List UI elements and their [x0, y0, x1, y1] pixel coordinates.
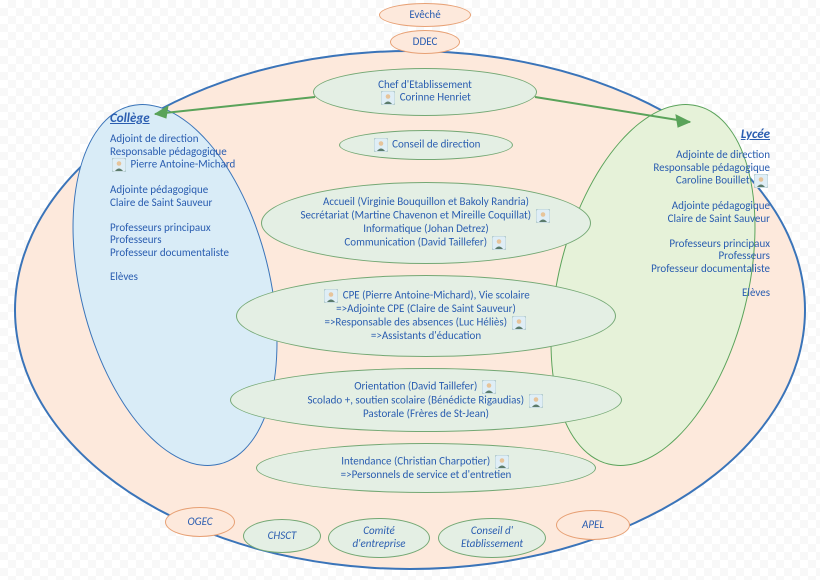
- comite-l2: d'entreprise: [352, 538, 405, 551]
- text-line: Responsable pédagogique: [600, 162, 770, 175]
- conseil-direction-label: Conseil de direction: [372, 138, 481, 152]
- college-title: Collège: [110, 112, 270, 127]
- text-line: Communication (David Taillefer): [300, 236, 551, 250]
- avatar-icon: [492, 236, 506, 250]
- side-paragraph: Professeurs principauxProfesseursProfess…: [110, 222, 270, 260]
- avatar-icon: [495, 455, 509, 469]
- ddec-node: DDEC: [390, 30, 460, 54]
- lycee-block: Lycée Adjointe de directionResponsable p…: [600, 128, 770, 312]
- apel-label: APEL: [582, 519, 604, 532]
- text-line: Caroline Bouillet: [600, 174, 770, 188]
- text-line: Claire de Saint Sauveur: [600, 213, 770, 226]
- chef-line1: Chef d'Etablissement: [378, 79, 472, 92]
- chef-name: Corinne Henriet: [400, 91, 471, 104]
- avatar-icon: [374, 138, 388, 152]
- text-line: Elèves: [600, 287, 770, 300]
- side-paragraph: Adjointe pédagogiqueClaire de Saint Sauv…: [110, 184, 270, 209]
- avatar-icon: [381, 91, 395, 105]
- text-line: Pastorale (Frères de St-Jean): [307, 408, 544, 421]
- center-ellipse: Intendance (Christian Charpotier) =>Pers…: [256, 443, 596, 493]
- avatar-icon: [512, 316, 526, 330]
- chef-node: Chef d'Etablissement Corinne Henriet: [313, 68, 537, 116]
- text-line: Claire de Saint Sauveur: [110, 197, 270, 210]
- chsct-node: CHSCT: [243, 519, 321, 553]
- center-ellipse: CPE (Pierre Antoine-Michard), Vie scolai…: [236, 275, 616, 357]
- side-paragraph: Professeurs principauxProfesseursProfess…: [600, 238, 770, 276]
- eveche-node: Evêché: [379, 3, 471, 27]
- text-line: Pierre Antoine-Michard: [110, 158, 270, 172]
- avatar-icon: [112, 158, 126, 172]
- avatar-icon: [529, 394, 543, 408]
- text-line: Intendance (Christian Charpotier): [341, 455, 512, 469]
- text-line: =>Personnels de service et d'entretien: [341, 469, 512, 482]
- text-line: Informatique (Johan Detrez): [300, 223, 551, 236]
- avatar-icon: [754, 174, 768, 188]
- ddec-label: DDEC: [413, 36, 438, 49]
- text-line: =>Assistants d'éducation: [322, 330, 530, 343]
- text-line: Scolado +, soutien scolaire (Bénédicte R…: [307, 394, 544, 408]
- text-line: Responsable pédagogique: [110, 146, 270, 159]
- text-line: CPE (Pierre Antoine-Michard), Vie scolai…: [322, 289, 530, 303]
- chef-line2: Corinne Henriet: [379, 91, 471, 105]
- avatar-icon: [536, 209, 550, 223]
- center-ellipse: Orientation (David Taillefer) Scolado +,…: [230, 368, 622, 432]
- text-line: Professeur documentaliste: [600, 263, 770, 276]
- center-ellipse: Accueil (Virginie Bouquillon et Bakoly R…: [261, 182, 591, 264]
- text-line: =>Responsable des absences (Luc Héliès): [322, 316, 530, 330]
- eveche-label: Evêché: [409, 9, 440, 22]
- apel-node: APEL: [556, 510, 630, 540]
- conseil-etab-node: Conseil d' Etablissement: [438, 518, 546, 558]
- side-paragraph: Elèves: [600, 287, 770, 300]
- ogec-node: OGEC: [165, 507, 235, 537]
- text-line: Professeur documentaliste: [110, 247, 270, 260]
- comite-node: Comité d'entreprise: [328, 518, 430, 558]
- side-paragraph: Adjoint de directionResponsable pédagogi…: [110, 133, 270, 172]
- side-paragraph: Adjointe pédagogiqueClaire de Saint Sauv…: [600, 200, 770, 225]
- side-paragraph: Adjointe de directionResponsable pédagog…: [600, 149, 770, 188]
- text-line: Elèves: [110, 271, 270, 284]
- text-line: Orientation (David Taillefer): [307, 380, 544, 394]
- side-paragraph: Elèves: [110, 271, 270, 284]
- avatar-icon: [482, 380, 496, 394]
- conseil-direction-node: Conseil de direction: [339, 130, 513, 160]
- lycee-title: Lycée: [600, 128, 770, 143]
- avatar-icon: [324, 289, 338, 303]
- ogec-label: OGEC: [187, 516, 212, 529]
- text-line: Secrétariat (Martine Chavenon et Mireill…: [300, 209, 551, 223]
- conseil-etab-l2: Etablissement: [461, 538, 523, 551]
- college-block: Collège Adjoint de directionResponsable …: [110, 112, 270, 296]
- chsct-label: CHSCT: [268, 530, 297, 543]
- text-line: Accueil (Virginie Bouquillon et Bakoly R…: [300, 196, 551, 209]
- text-line: =>Adjointe CPE (Claire de Saint Sauveur): [322, 303, 530, 316]
